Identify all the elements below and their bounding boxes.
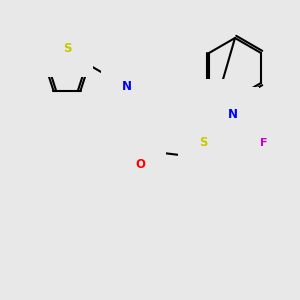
Text: F: F xyxy=(260,138,268,148)
Text: O: O xyxy=(135,158,145,170)
Text: S: S xyxy=(63,43,71,56)
Text: F: F xyxy=(266,125,274,135)
Text: N: N xyxy=(122,80,132,94)
Text: N: N xyxy=(125,136,135,149)
Text: N: N xyxy=(210,100,220,113)
Text: F: F xyxy=(264,108,272,118)
Text: N: N xyxy=(228,109,238,122)
Text: S: S xyxy=(199,136,207,148)
